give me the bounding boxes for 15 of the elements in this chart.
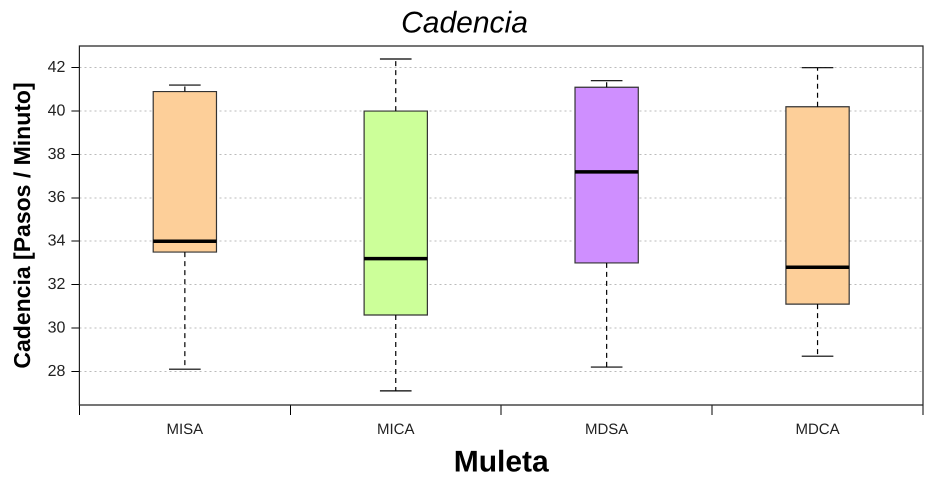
y-tick-label: 32 bbox=[48, 276, 66, 294]
y-tick-label: 36 bbox=[48, 189, 66, 206]
x-tick-label: MICA bbox=[377, 421, 414, 438]
x-tick-label: MDCA bbox=[795, 421, 840, 438]
y-axis-title: Cadencia [Pasos / Minuto] bbox=[9, 82, 36, 369]
y-tick-label: 34 bbox=[48, 232, 66, 250]
x-tick-label: MISA bbox=[166, 421, 204, 438]
chart-title: Cadencia bbox=[401, 6, 528, 40]
x-tick-label: MDSA bbox=[584, 421, 628, 438]
x-axis-title: Muleta bbox=[454, 445, 550, 478]
y-tick-label: 28 bbox=[48, 362, 66, 380]
y-tick-label: 30 bbox=[48, 319, 66, 336]
y-tick-label: 38 bbox=[48, 146, 66, 163]
y-tick-label: 42 bbox=[48, 59, 66, 76]
y-tick-label: 40 bbox=[48, 102, 66, 120]
